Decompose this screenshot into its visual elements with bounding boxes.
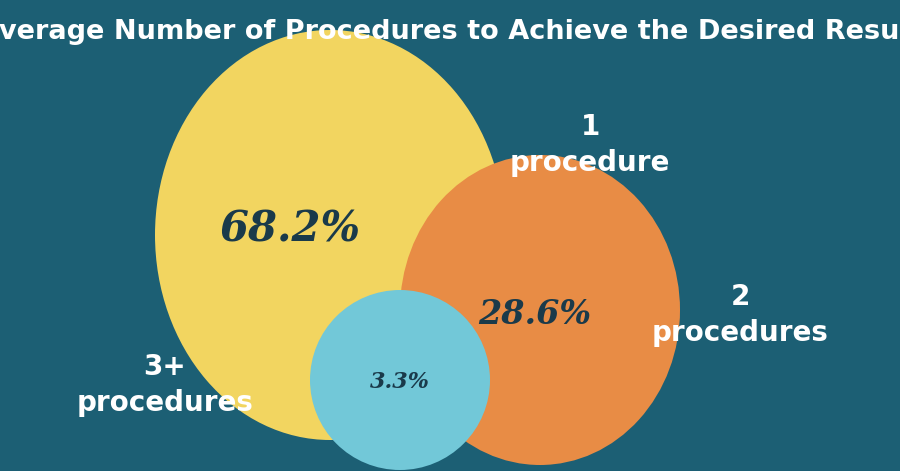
Text: 3.3%: 3.3% <box>370 371 430 393</box>
Ellipse shape <box>310 290 490 470</box>
Text: Average Number of Procedures to Achieve the Desired Result: Average Number of Procedures to Achieve … <box>0 19 900 45</box>
Text: 1
procedure: 1 procedure <box>509 113 670 178</box>
Ellipse shape <box>155 30 505 440</box>
Text: 28.6%: 28.6% <box>479 299 591 332</box>
Text: 2
procedures: 2 procedures <box>652 283 828 348</box>
Ellipse shape <box>400 155 680 465</box>
Text: 3+
procedures: 3+ procedures <box>76 353 254 417</box>
Text: 68.2%: 68.2% <box>220 209 361 251</box>
